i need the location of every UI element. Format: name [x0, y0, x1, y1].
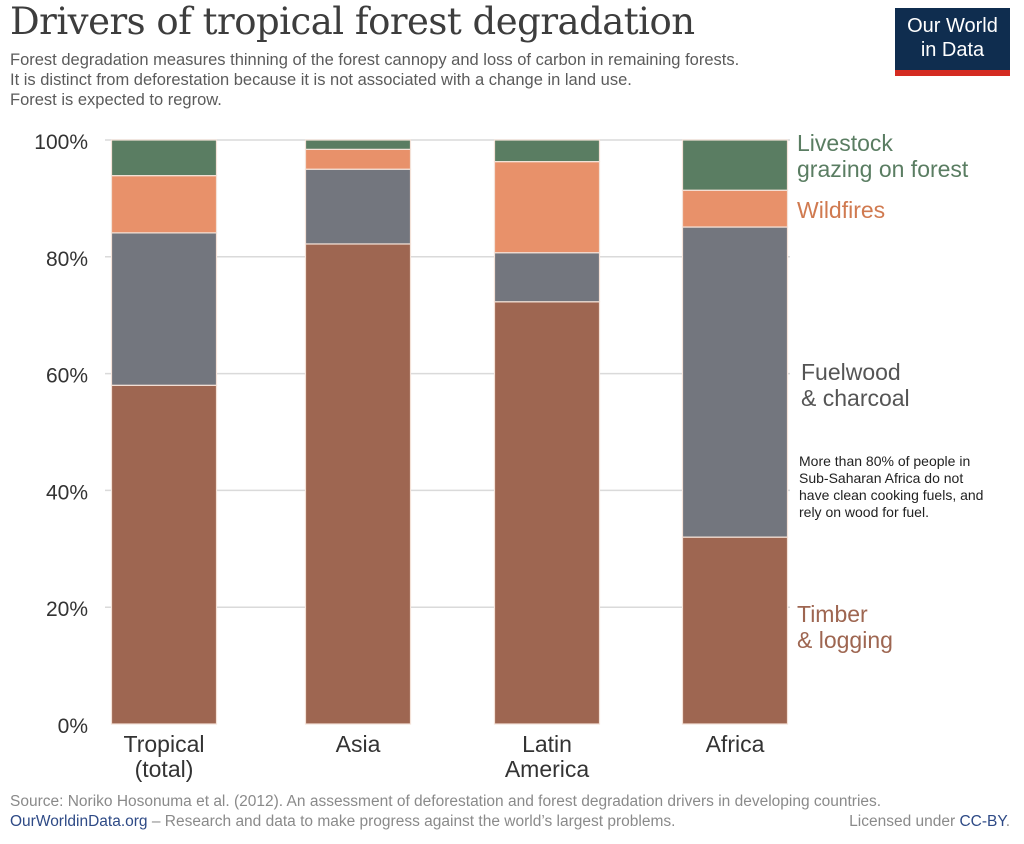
- x-tick-label: Tropical: [124, 731, 205, 757]
- bar-segment: [304, 168, 412, 245]
- x-tick-label: Asia: [336, 731, 381, 757]
- annotation-text: Sub-Saharan Africa do not: [799, 470, 963, 486]
- bar-segment: [681, 536, 789, 725]
- x-tick-label: (total): [135, 756, 194, 782]
- subtitle-line: It is distinct from deforestation becaus…: [10, 71, 632, 89]
- logo-line: Our World: [907, 15, 998, 37]
- bar-segment: [681, 139, 789, 191]
- series-label: grazing on forest: [797, 156, 969, 182]
- y-tick-label: 60%: [46, 365, 88, 388]
- y-tick-label: 100%: [34, 131, 88, 154]
- chart-subtitle: Forest degradation measures thinning of …: [10, 50, 900, 110]
- series-label: Wildfires: [797, 197, 885, 223]
- owid-logo[interactable]: Our World in Data: [895, 8, 1010, 76]
- bar-segment: [110, 232, 218, 386]
- bar-segment: [493, 301, 601, 725]
- annotation-text: More than 80% of people in: [799, 453, 970, 469]
- y-tick-label: 80%: [46, 248, 88, 271]
- y-tick-label: 40%: [46, 481, 88, 504]
- license-suffix: .: [1005, 813, 1010, 830]
- y-tick-label: 20%: [46, 598, 88, 621]
- source-note: Source: Noriko Hosonuma et al. (2012). A…: [10, 793, 882, 810]
- series-label: Timber: [797, 601, 868, 627]
- bar-segment: [110, 139, 218, 177]
- bar-segment: [304, 148, 412, 170]
- bar-segment: [493, 252, 601, 303]
- y-tick-label: 0%: [58, 715, 88, 738]
- bar-segment: [110, 175, 218, 234]
- bar-segment: [681, 189, 789, 228]
- bar-segment: [493, 161, 601, 254]
- tagline: – Research and data to make progress aga…: [147, 813, 676, 830]
- chart-title: Drivers of tropical forest degradation: [10, 0, 695, 43]
- series-label: Fuelwood: [801, 359, 901, 385]
- x-tick-label: America: [505, 756, 590, 782]
- annotation-text: rely on wood for fuel.: [799, 504, 929, 520]
- series-label: Livestock: [797, 130, 893, 156]
- footer-line: OurWorldinData.org – Research and data t…: [10, 813, 1010, 831]
- bar-segment: [493, 139, 601, 163]
- subtitle-line: Forest is expected to regrow.: [10, 91, 222, 109]
- license-prefix: Licensed under: [849, 813, 960, 830]
- annotation-text: have clean cooking fuels, and: [799, 487, 983, 503]
- bar-segment: [110, 384, 218, 725]
- x-tick-label: Africa: [706, 731, 765, 757]
- bar-segment: [681, 226, 789, 538]
- bar-segment: [304, 139, 412, 150]
- series-label: & logging: [797, 627, 893, 653]
- bar-segment: [304, 243, 412, 725]
- license-link[interactable]: CC-BY: [959, 813, 1006, 830]
- subtitle-line: Forest degradation measures thinning of …: [10, 51, 740, 69]
- x-tick-label: Latin: [522, 731, 572, 757]
- license-text: Licensed under CC-BY.: [849, 813, 1010, 831]
- logo-line: in Data: [920, 39, 985, 61]
- series-label: & charcoal: [801, 385, 910, 411]
- owid-link[interactable]: OurWorldinData.org: [10, 813, 148, 830]
